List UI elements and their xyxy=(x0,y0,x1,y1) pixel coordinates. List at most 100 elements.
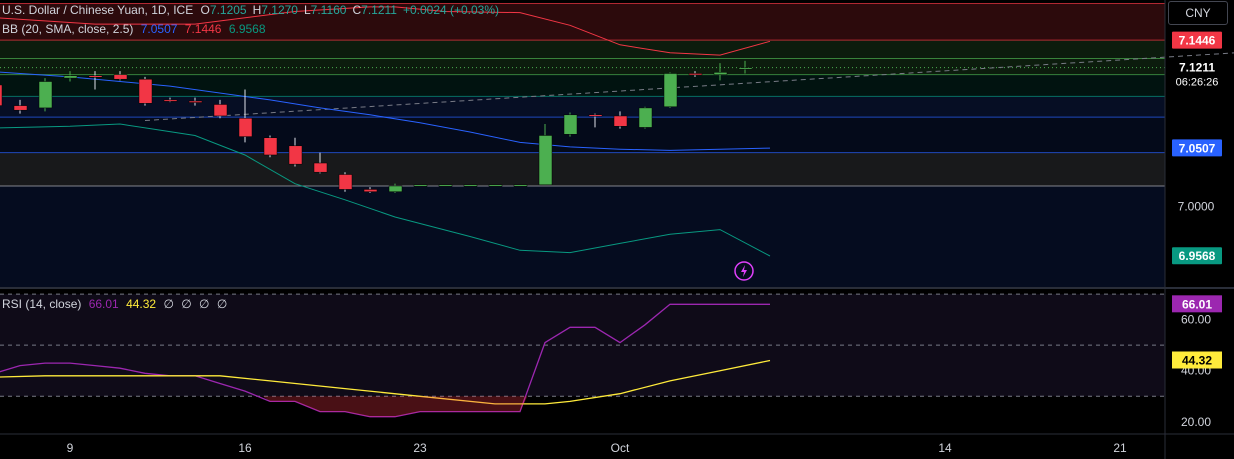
rsi-badge: 66.01 xyxy=(1172,295,1222,313)
candle-body xyxy=(688,73,703,76)
candle xyxy=(638,106,653,129)
bb-lower-value: 6.9568 xyxy=(228,22,266,36)
alert-icon[interactable] xyxy=(734,261,754,281)
candlesticks xyxy=(0,60,753,193)
currency-button[interactable]: CNY xyxy=(1168,1,1228,25)
change-value: +0.0024 (+0.03%) xyxy=(402,3,500,17)
lightning-glyph xyxy=(741,265,747,277)
candle-body xyxy=(613,115,628,127)
rsi-value: 66.01 xyxy=(88,297,119,311)
price-badge-bg xyxy=(1172,247,1222,265)
candle-body xyxy=(663,73,678,108)
price-badge-bg xyxy=(1172,58,1222,91)
trendline-dashed xyxy=(144,52,1234,122)
price-tick-label: 7.0000 xyxy=(1178,200,1215,214)
candle-body xyxy=(713,72,728,75)
candle xyxy=(138,76,153,106)
low-label: L xyxy=(303,3,311,17)
candle xyxy=(738,60,753,74)
candle-body xyxy=(638,107,653,128)
candle xyxy=(663,72,678,108)
rsi-tick-label: 20.00 xyxy=(1181,415,1211,429)
horizontal-levels xyxy=(0,2,1165,187)
candle xyxy=(488,184,503,187)
candle-body xyxy=(88,75,103,78)
candle-body xyxy=(738,67,753,70)
time-tick-label: 21 xyxy=(1113,441,1127,455)
candle xyxy=(713,63,728,81)
countdown-text: 06:26:26 xyxy=(1176,77,1219,89)
time-tick-label: Oct xyxy=(611,441,630,455)
bollinger-band-fill xyxy=(0,3,1165,287)
time-tick-label: 23 xyxy=(413,441,427,455)
candle xyxy=(338,172,353,192)
high-label: H xyxy=(252,3,262,17)
candle xyxy=(538,123,553,186)
time-axis: 91623Oct1421Nov1118 xyxy=(0,433,1234,455)
candle-body xyxy=(238,117,253,137)
bb-lower-line xyxy=(0,123,771,257)
symbol-title: U.S. Dollar / Chinese Yuan, 1D, ICE xyxy=(2,3,194,17)
zone-grey xyxy=(0,152,1165,186)
bb-label: BB (20, SMA, close, 2.5) xyxy=(2,22,134,36)
price-badge: 7.0507 xyxy=(1172,139,1222,157)
symbol-legend: U.S. Dollar / Chinese Yuan, 1D, ICE O7.1… xyxy=(2,3,507,17)
candle-body xyxy=(313,162,328,173)
candle xyxy=(388,183,403,193)
price-badge: 7.1446 xyxy=(1172,31,1222,49)
candle-body xyxy=(413,184,428,187)
candle xyxy=(213,99,228,119)
rsi-extra-1: ∅ xyxy=(163,297,174,311)
candle xyxy=(113,71,128,81)
candle-body xyxy=(138,78,153,104)
candle-body xyxy=(538,135,553,186)
rsi-extra-3: ∅ xyxy=(199,297,210,311)
candle-body xyxy=(513,184,528,187)
candle xyxy=(0,84,3,106)
candle xyxy=(63,71,78,82)
candle xyxy=(238,89,253,143)
candle xyxy=(263,135,278,158)
candle-body xyxy=(463,184,478,187)
candle-body xyxy=(338,174,353,190)
rsi-label: RSI (14, close) xyxy=(2,297,82,311)
price-axis: 7.0000 7.1446 7.1211 06:26:26 7.0507 6.9568 20… xyxy=(1164,0,1222,459)
candle-body xyxy=(588,114,603,117)
candle xyxy=(38,78,53,112)
price-badge-text: 6.9568 xyxy=(1179,249,1216,263)
candle xyxy=(313,152,328,174)
trendline[interactable] xyxy=(144,15,1234,122)
bb-basis-value: 7.0507 xyxy=(140,22,178,36)
bb-upper-line xyxy=(0,6,771,56)
rsi-badge-bg xyxy=(1172,295,1222,313)
rsi-badge: 44.32 xyxy=(1172,351,1222,369)
candle xyxy=(613,111,628,129)
candle xyxy=(513,184,528,187)
price-badge-text: 7.0507 xyxy=(1179,141,1216,155)
candle xyxy=(188,97,203,106)
candle-body xyxy=(263,137,278,156)
bollinger-lines xyxy=(0,6,771,257)
candle xyxy=(438,184,453,187)
low-value: 7.1160 xyxy=(310,3,347,17)
candle xyxy=(13,99,28,114)
candle xyxy=(688,71,703,77)
price-badge-text: 7.1446 xyxy=(1179,34,1216,48)
close-label: C xyxy=(352,3,362,17)
candle xyxy=(88,71,103,90)
alert-icon-ring xyxy=(734,261,754,281)
candle xyxy=(363,187,378,193)
price-badge-text: 7.1211 xyxy=(1179,61,1215,75)
price-badge-bg xyxy=(1172,31,1222,49)
rsi-line xyxy=(0,303,770,418)
candle xyxy=(588,113,603,128)
rsi-tick-label: 60.00 xyxy=(1181,313,1211,327)
candle-body xyxy=(163,99,178,102)
candle-body xyxy=(288,145,303,165)
rsi-extra-4: ∅ xyxy=(216,297,228,311)
zone-mid-green xyxy=(0,40,1165,75)
candle xyxy=(413,184,428,187)
bb-basis-line xyxy=(0,71,771,151)
time-tick-label: 16 xyxy=(238,441,252,455)
